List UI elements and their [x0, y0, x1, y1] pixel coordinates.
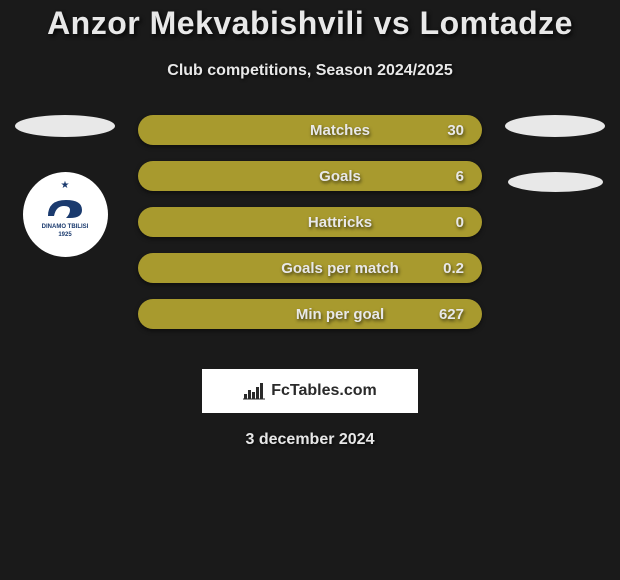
dinamo-d-icon — [44, 194, 86, 222]
stat-row-goals-per-match: Goals per match 0.2 — [138, 253, 482, 283]
stat-value: 0.2 — [424, 260, 464, 277]
stat-row-min-per-goal: Min per goal 627 — [138, 299, 482, 329]
comparison-card: Anzor Mekvabishvili vs Lomtadze Club com… — [0, 0, 620, 449]
stat-label: Hattricks — [256, 214, 424, 231]
date-text: 3 december 2024 — [0, 431, 620, 449]
stat-row-hattricks: Hattricks 0 — [138, 207, 482, 237]
stat-row-goals: Goals 6 — [138, 161, 482, 191]
player1-club-logo: ★ DINAMO TBILISI 1925 — [23, 172, 108, 257]
player1-name-oval — [15, 115, 115, 137]
stat-value: 30 — [424, 122, 464, 139]
brand-text: FcTables.com — [271, 382, 377, 400]
stat-value: 6 — [424, 168, 464, 185]
stat-label: Goals per match — [256, 260, 424, 277]
club-name-text: DINAMO TBILISI — [42, 224, 89, 230]
stat-label: Goals — [256, 168, 424, 185]
branding-box[interactable]: FcTables.com — [202, 369, 418, 413]
bar-chart-icon — [243, 382, 265, 400]
page-subtitle: Club competitions, Season 2024/2025 — [0, 62, 620, 80]
main-area: ★ DINAMO TBILISI 1925 Matches 30 Goa — [0, 115, 620, 365]
club-year-text: 1925 — [58, 232, 71, 238]
left-column: ★ DINAMO TBILISI 1925 — [10, 115, 120, 257]
stat-label: Matches — [256, 122, 424, 139]
stat-label: Min per goal — [256, 306, 424, 323]
star-icon: ★ — [61, 180, 70, 191]
stat-row-matches: Matches 30 — [138, 115, 482, 145]
stat-bars: Matches 30 Goals 6 Hattricks 0 Goals per… — [138, 115, 482, 345]
stat-value: 627 — [424, 306, 464, 323]
stat-value: 0 — [424, 214, 464, 231]
right-column — [500, 115, 610, 192]
player2-club-oval — [508, 172, 603, 192]
player2-name-oval — [505, 115, 605, 137]
page-title: Anzor Mekvabishvili vs Lomtadze — [0, 5, 620, 42]
